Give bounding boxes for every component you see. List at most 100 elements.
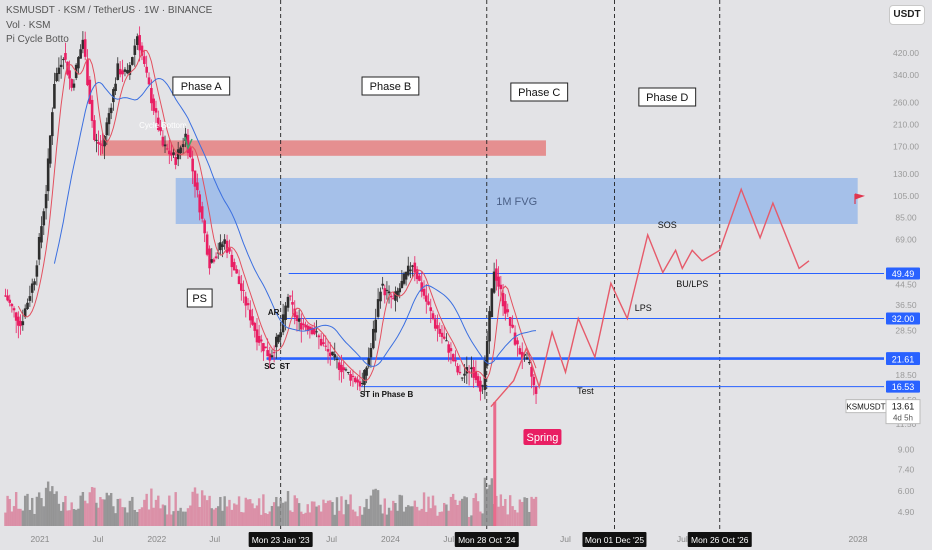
volume-bar [481,513,484,526]
volume-bar [458,500,462,526]
candle-body [191,158,194,172]
volume-bar [21,510,25,526]
volume-bar [152,507,155,526]
volume-bar [200,490,204,526]
date-marker-badge[interactable] [582,532,647,547]
candle-body [501,292,505,307]
volume-bar [14,492,18,526]
volume-bar [210,508,213,526]
volume-bar [44,487,48,526]
price-tick-label: 105.00 [893,191,919,201]
candle-body [123,69,127,72]
candle-body [467,371,471,373]
candle-body [116,63,120,80]
candle-body [147,77,151,85]
phase-label-4: Phase D [646,92,688,104]
candle-body [257,335,261,343]
volume-bar [488,484,491,526]
volume-bar [184,511,187,526]
candle-body [485,340,489,366]
level-badge[interactable] [886,380,920,393]
volume-bar [189,505,192,526]
volume-bar [295,498,299,526]
volume-bar [372,489,375,526]
candle-body [516,340,519,345]
ps-label-box [186,288,213,308]
candle-body [409,269,412,272]
fvg-label: 1M FVG [496,196,537,208]
volume-bar [40,498,43,526]
candle-body [398,288,402,293]
date-marker-badge[interactable] [687,532,752,547]
volume-bar [223,496,226,526]
candle-body [392,298,395,300]
candle-body [19,320,22,327]
date-marker-label: Mon 28 Oct '24 [458,535,516,545]
volume-bar [17,508,20,526]
last-price-tag [885,399,921,425]
volume-bar [77,508,80,526]
volume-bar [470,515,473,526]
candle-body [474,371,478,381]
volume-bar [196,493,199,526]
test-label: Test [577,386,594,396]
candle-body [293,308,297,318]
volume-bar [394,503,397,526]
candle-body [333,354,337,358]
candle-body [172,152,175,155]
volume-bar [81,492,85,526]
candle-body [340,364,343,373]
volume-bar [326,500,330,526]
candle-body [193,170,197,187]
volume-bar [513,509,517,526]
price-tick-label: 340.00 [893,70,919,80]
candle-body [295,315,299,321]
candle-body [299,322,303,330]
volume-bar [126,512,129,526]
candle-body [490,288,494,318]
volume-bar [138,509,141,526]
level-badge[interactable] [886,352,920,365]
lps-label: LPS [635,303,652,313]
ar-label: AR [268,308,280,317]
candle-body [495,268,498,281]
pi-cycle-indicator-label[interactable]: Pi Cycle Botto [6,34,69,45]
volume-bar [434,505,437,526]
candle-body [427,301,430,305]
candle-body [255,329,259,343]
candle-body [225,240,229,253]
volume-indicator-label[interactable]: Vol · KSM [6,20,51,31]
candle-body [376,299,380,317]
volume-bar [324,503,327,526]
candle-body [337,362,341,370]
symbol-title[interactable]: KSMUSDT · KSM / TetherUS · 1W · BINANCE [6,5,213,16]
volume-bar [400,495,404,526]
date-marker-badge[interactable] [248,532,313,547]
volume-bar [168,495,171,526]
candle-body [449,348,453,352]
date-marker-badge[interactable] [454,532,519,547]
candle-body [72,83,76,88]
volume-bar [128,500,132,526]
time-tick-label: Jul [92,534,103,544]
candle-body [308,326,312,330]
volume-bar [358,506,362,526]
level-badge[interactable] [886,312,920,325]
candle-body [128,65,132,75]
volume-bar [302,513,305,526]
price-tick-label: 85.00 [895,213,917,223]
currency-button[interactable]: USDT [889,5,925,25]
flag-icon[interactable] [854,193,866,204]
candle-body [499,284,503,290]
candle-body [328,352,332,357]
volume-bar [340,496,343,526]
candle-body [342,367,346,371]
candle-body [483,359,487,390]
volume-bar [93,487,96,526]
candle-body [53,83,56,109]
level-badge[interactable] [886,267,920,280]
candle-body [396,290,399,297]
volume-bar [293,495,296,526]
price-tick-label: 260.00 [893,97,919,107]
